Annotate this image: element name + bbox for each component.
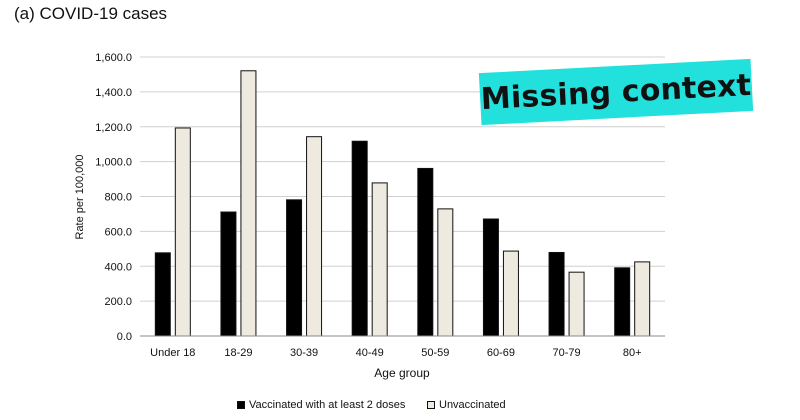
figure-title: (a) COVID-19 cases xyxy=(14,4,168,23)
x-tick-label: 18-29 xyxy=(224,347,252,359)
bars xyxy=(154,70,651,337)
bar-vaccinated xyxy=(351,140,368,337)
bar-unvaccinated xyxy=(568,271,585,337)
bar-unvaccinated xyxy=(174,127,191,337)
x-tick-label: 70-79 xyxy=(552,347,580,359)
y-tick-label: 1,200.0 xyxy=(95,122,132,134)
bar-unvaccinated xyxy=(306,136,323,337)
legend-swatch-unvaccinated xyxy=(427,401,435,409)
y-tick-label: 200.0 xyxy=(104,296,132,308)
x-tick-label: 50-59 xyxy=(421,347,449,359)
x-tick-label: 40-49 xyxy=(356,347,384,359)
y-tick-label: 1,400.0 xyxy=(95,87,132,99)
x-tick-label: 30-39 xyxy=(290,347,318,359)
y-tick-label: 0.0 xyxy=(117,331,132,343)
y-tick-label: 600.0 xyxy=(104,226,132,238)
legend-swatch-vaccinated xyxy=(237,401,245,409)
legend-label-unvaccinated: Unvaccinated xyxy=(439,399,506,411)
bar-unvaccinated xyxy=(502,250,519,337)
y-tick-label: 1,000.0 xyxy=(95,157,132,169)
bar-vaccinated xyxy=(417,167,434,337)
y-tick-label: 400.0 xyxy=(104,261,132,273)
bar-vaccinated xyxy=(286,199,303,337)
y-tick-label: 1,600.0 xyxy=(95,52,132,64)
legend-unvaccinated: Unvaccinated xyxy=(427,399,506,411)
bar-unvaccinated xyxy=(634,261,651,337)
y-tick-label: 800.0 xyxy=(104,192,132,204)
y-tick-labels: 0.0 200.0 400.0 600.0 800.0 1,000.0 1,200.0 1,4… xyxy=(95,52,132,343)
bar-vaccinated xyxy=(482,218,499,337)
x-tick-label: 60-69 xyxy=(487,347,515,359)
legend-vaccinated: Vaccinated with at least 2 doses xyxy=(237,399,405,411)
bar-vaccinated xyxy=(154,252,171,337)
x-tick-labels: Under 18 18-29 30-39 40-49 50-59 60-69 70-79 80… xyxy=(150,347,641,359)
bar-unvaccinated xyxy=(371,182,388,337)
bar-vaccinated xyxy=(614,267,631,337)
legend-label-vaccinated: Vaccinated with at least 2 doses xyxy=(249,399,406,411)
bar-unvaccinated xyxy=(437,208,454,337)
bar-vaccinated xyxy=(220,211,237,337)
bar-vaccinated xyxy=(548,251,565,337)
x-axis-label: Age group xyxy=(374,366,430,380)
x-tick-label: 80+ xyxy=(623,347,642,359)
y-axis-label: Rate per 100,000 xyxy=(74,154,86,239)
stamp-text: Missing context xyxy=(479,67,752,117)
x-tick-label: Under 18 xyxy=(150,347,195,359)
bar-unvaccinated xyxy=(240,70,257,337)
